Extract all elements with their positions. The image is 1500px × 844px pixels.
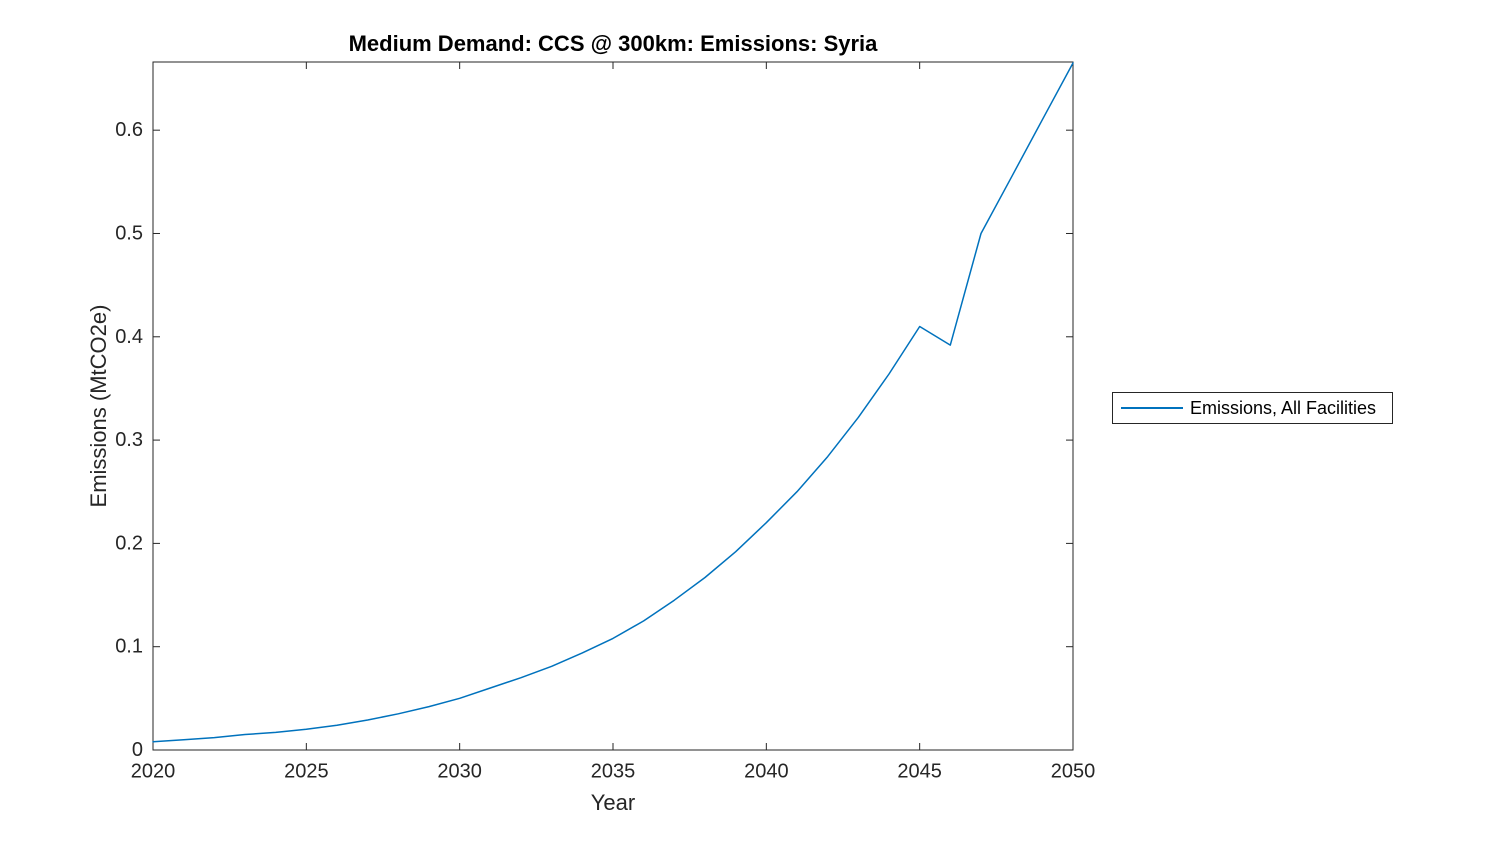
y-tick-label: 0.5: [115, 222, 143, 244]
y-tick-label: 0: [132, 739, 143, 761]
chart-title: Medium Demand: CCS @ 300km: Emissions: S…: [348, 31, 878, 56]
x-tick-label: 2040: [744, 761, 789, 783]
data-line-emissions: [152, 62, 1074, 743]
x-tick-label: 2020: [131, 761, 176, 783]
plot-box: [152, 61, 1074, 751]
legend-entry-label: Emissions, All Facilities: [1190, 397, 1377, 418]
x-tick-label: 2035: [591, 761, 636, 783]
x-tick-label: 2045: [897, 761, 942, 783]
legend: Emissions, All Facilities: [1112, 392, 1393, 424]
y-tick-label: 0.4: [115, 326, 143, 348]
y-axis-label: Emissions (MtCO2e): [86, 304, 111, 508]
y-tick-label: 0.6: [115, 119, 143, 141]
x-axis-label: Year: [590, 790, 636, 815]
legend-line-sample-icon: [1121, 407, 1183, 409]
x-tick-label: 2030: [437, 761, 482, 783]
y-tick-label: 0.3: [115, 429, 143, 451]
x-tick-label: 2050: [1051, 761, 1096, 783]
y-tick-label: 0.1: [115, 636, 143, 658]
y-tick-label: 0.2: [115, 532, 143, 554]
x-tick-label: 2025: [284, 761, 329, 783]
